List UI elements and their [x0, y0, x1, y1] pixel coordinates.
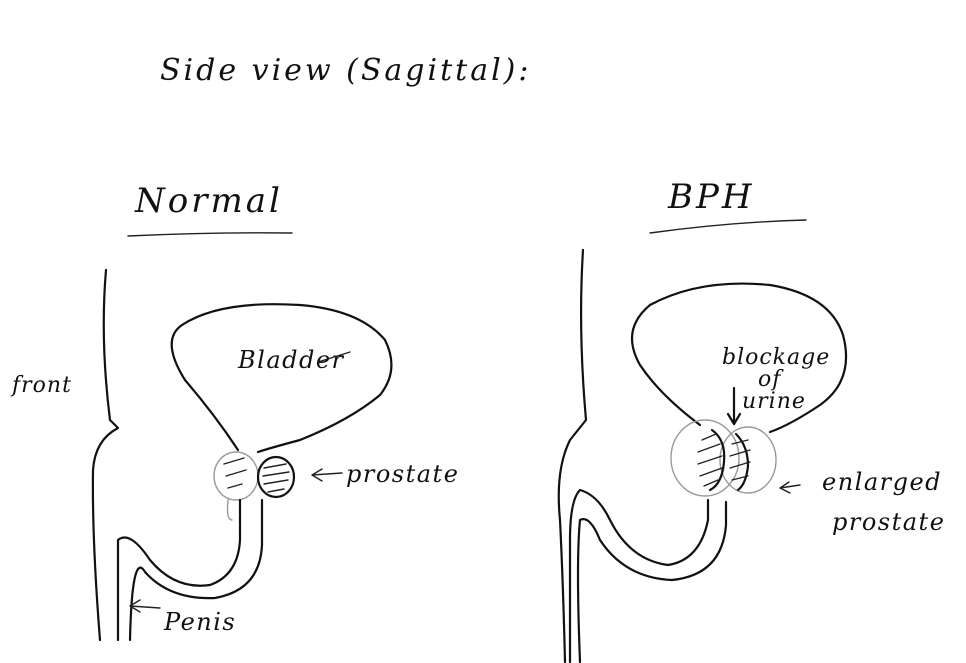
blockage-label-line2: of	[758, 367, 784, 392]
enlarged-label-line1: enlarged	[822, 468, 942, 496]
bph-right-hatch	[729, 439, 751, 481]
enlarged-prostate-arrow	[779, 481, 801, 494]
bph-bladder	[630, 282, 848, 434]
bladder-label: Bladder	[237, 346, 345, 374]
normal-prostate-left-lobe	[213, 451, 259, 501]
normal-urethra-outer	[116, 498, 242, 642]
bph-urethra-inner	[576, 500, 728, 663]
enlarged-label-line2: prostate	[832, 508, 945, 536]
normal-urethra-inner	[128, 498, 264, 642]
bph-heading: BPH	[667, 177, 755, 217]
normal-heading-underline	[127, 232, 293, 237]
penis-arrow	[129, 599, 161, 613]
bph-urethra-outer	[568, 488, 710, 663]
bph-panel: BPH blockage of urine enlarged prostate	[557, 177, 945, 663]
front-label: front	[10, 373, 72, 398]
diagram-title: Side view (Sagittal):	[160, 53, 532, 88]
blockage-label-line3: urine	[742, 389, 806, 414]
normal-prostate-left-hatch	[223, 457, 247, 489]
bph-body-wall	[557, 248, 588, 663]
prostate-label: prostate	[346, 460, 459, 488]
blockage-label-line1: blockage	[722, 345, 830, 370]
blockage-arrow	[726, 386, 742, 426]
bph-left-lobe-edge	[708, 428, 726, 492]
normal-heading: Normal	[134, 181, 283, 221]
bladder-label-tail	[317, 351, 351, 363]
normal-bladder	[170, 303, 393, 454]
bph-prostate-left-lobe	[670, 419, 740, 497]
normal-prostate-right-lobe	[256, 455, 296, 499]
normal-faint-stroke	[226, 499, 233, 521]
bph-left-hatch	[697, 433, 723, 487]
bph-prostate-right-lobe	[719, 426, 777, 494]
normal-panel: Normal Bladder front prostate Penis	[10, 181, 459, 642]
normal-body-wall	[91, 268, 120, 642]
prostate-arrow	[311, 468, 343, 482]
penis-label: Penis	[163, 608, 236, 636]
bph-heading-underline	[649, 219, 807, 234]
normal-prostate-right-hatch	[262, 463, 290, 493]
